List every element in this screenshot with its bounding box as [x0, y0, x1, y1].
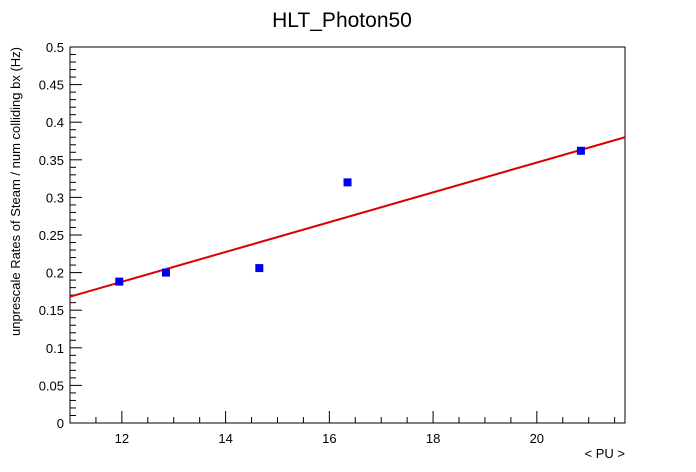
chart-title: HLT_Photon50	[272, 9, 412, 32]
y-tick-label: 0.5	[46, 40, 64, 55]
plot-frame	[69, 46, 626, 424]
data-point	[115, 277, 124, 286]
x-tick-label: 16	[322, 431, 336, 446]
y-tick-label: 0	[57, 416, 64, 431]
x-tick-label: 14	[218, 431, 232, 446]
data-point	[576, 146, 585, 155]
y-axis-label: unprescale Rates of Steam / num collidin…	[8, 47, 23, 336]
data-point	[161, 268, 170, 277]
x-tick-label: 12	[115, 431, 129, 446]
fit-line	[69, 136, 626, 298]
x-axis-label: < PU >	[585, 446, 625, 461]
y-tick-label: 0.25	[39, 228, 64, 243]
y-tick-label: 0.2	[46, 266, 64, 281]
x-axis: 12 14 16 18 20	[69, 411, 616, 446]
y-tick-label: 0.05	[39, 378, 64, 393]
data-point	[255, 264, 264, 273]
y-tick-label: 0.4	[46, 115, 64, 130]
y-axis: 0 0.05 0.1 0.15 0.2 0.25 0.3 0.35 0.4 0.45 0.5	[39, 40, 82, 431]
y-tick-label: 0.15	[39, 303, 64, 318]
data-points-layer	[115, 146, 585, 286]
x-tick-label: 18	[426, 431, 440, 446]
y-tick-label: 0.3	[46, 190, 64, 205]
y-tick-label: 0.45	[39, 78, 64, 93]
data-point	[343, 178, 352, 187]
fit-line-layer	[69, 136, 626, 298]
y-tick-label: 0.1	[46, 341, 64, 356]
y-tick-label: 0.35	[39, 153, 64, 168]
x-tick-label: 20	[530, 431, 544, 446]
